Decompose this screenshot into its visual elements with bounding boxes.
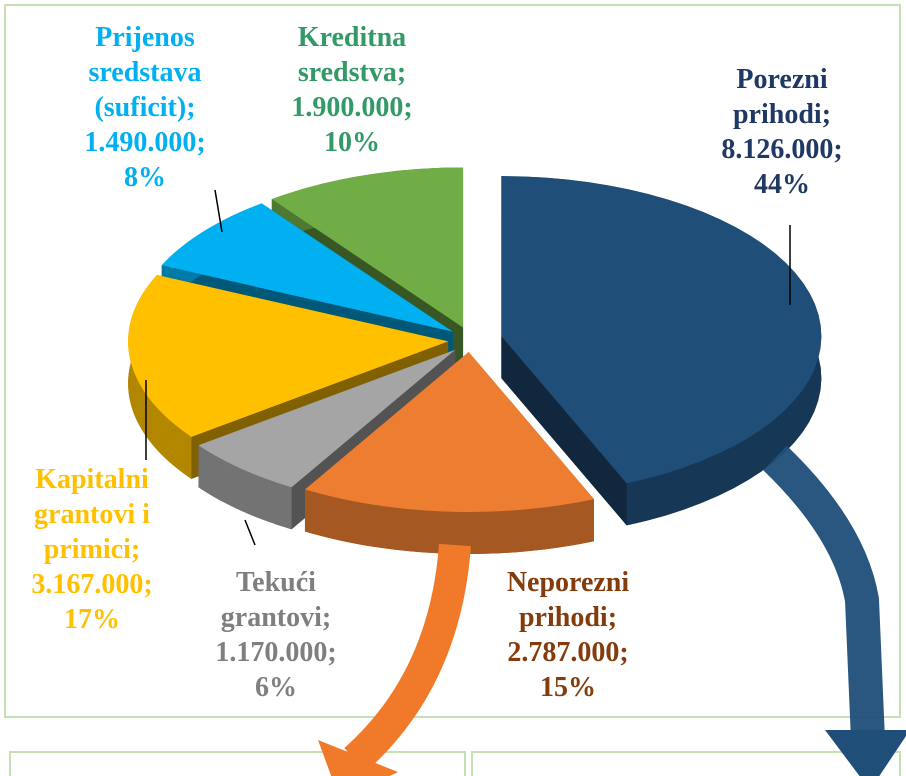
chart-frame	[4, 4, 901, 718]
separator: ;	[619, 637, 629, 668]
category-label: Kapitalni grantovi i primici	[34, 464, 150, 565]
value-label: 8.126.000	[721, 134, 834, 165]
info-box	[9, 751, 466, 776]
percent-label: 8%	[124, 162, 166, 193]
data-label: Porezni prihodi; 8.126.000; 44%	[692, 62, 872, 202]
leader-line	[214, 189, 223, 233]
separator: ;	[396, 57, 407, 88]
percent-label: 6%	[255, 672, 297, 703]
slice	[128, 274, 449, 437]
pie	[128, 167, 822, 554]
separator: ;	[130, 534, 141, 565]
category-label: Porezni prihodi	[732, 64, 828, 130]
value-label: 2.787.000	[507, 637, 620, 668]
data-label: Kreditna sredstva; 1.900.000; 10%	[262, 20, 442, 160]
percent-label: 44%	[754, 169, 810, 200]
slice	[198, 349, 456, 488]
slice	[271, 167, 464, 328]
slice-side	[304, 489, 594, 554]
arrow	[763, 445, 885, 741]
slice	[161, 203, 453, 332]
slice	[304, 351, 594, 512]
separator: ;	[186, 92, 196, 123]
slice	[501, 176, 822, 484]
value-label: 3.167.000	[31, 569, 144, 600]
separator: ;	[196, 127, 206, 158]
data-label: Prijenos sredstava (suficit); 1.490.000; 8…	[55, 20, 235, 195]
arrow-head	[825, 730, 906, 776]
category-label: Prijenos sredstava (suficit)	[88, 22, 202, 123]
leader-lines	[145, 189, 791, 546]
info-box	[471, 751, 901, 776]
separator: ;	[143, 569, 153, 600]
separator: ;	[833, 134, 843, 165]
data-label: Kapitalni grantovi i primici; 3.167.000; 1…	[5, 462, 180, 637]
separator: ;	[821, 99, 832, 130]
category-label: Tekući grantovi	[220, 567, 322, 633]
slice-side	[198, 445, 292, 530]
percent-label: 17%	[64, 604, 120, 635]
leader-line	[244, 519, 256, 546]
separator: ;	[327, 637, 337, 668]
percent-label: 15%	[540, 672, 596, 703]
separator: ;	[403, 92, 413, 123]
arrow	[344, 543, 471, 772]
slice-edge	[501, 336, 627, 526]
category-label: Neporezni prihodi	[506, 567, 630, 633]
category-label: Kreditna sredstva	[297, 22, 407, 88]
arrow-head	[318, 740, 398, 776]
data-label: Tekući grantovi; 1.170.000; 6%	[201, 565, 351, 705]
separator: ;	[321, 602, 332, 633]
data-label: Neporezni prihodi; 2.787.000; 15%	[483, 565, 653, 705]
separator: ;	[607, 602, 618, 633]
value-label: 1.170.000	[215, 637, 328, 668]
value-label: 1.490.000	[84, 127, 197, 158]
value-label: 1.900.000	[291, 92, 404, 123]
percent-label: 10%	[324, 127, 380, 158]
